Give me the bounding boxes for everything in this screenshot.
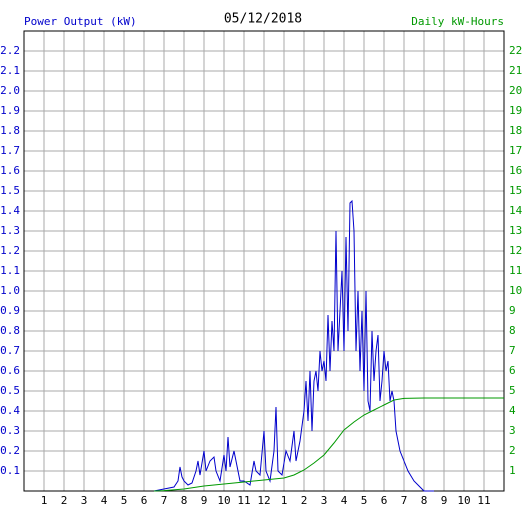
y2-tick-label: 9	[509, 304, 516, 317]
y-tick-label: 0.3	[0, 424, 20, 437]
x-tick-label: 9	[201, 494, 208, 507]
y-tick-label: 1.2	[0, 244, 20, 257]
y2-tick-label: 21	[509, 64, 522, 77]
y-tick-label: 0.6	[0, 364, 20, 377]
y-tick-label: 0.9	[0, 304, 20, 317]
x-tick-label: 2	[61, 494, 68, 507]
y-tick-label: 0.8	[0, 324, 20, 337]
y-tick-label: 0.1	[0, 464, 20, 477]
y-tick-label: 1.8	[0, 124, 20, 137]
x-tick-label: 5	[121, 494, 128, 507]
y2-tick-label: 4	[509, 404, 516, 417]
y2-tick-label: 19	[509, 104, 522, 117]
y2-tick-label: 11	[509, 264, 522, 277]
x-tick-label: 3	[321, 494, 328, 507]
y2-tick-label: 13	[509, 224, 522, 237]
series-line	[153, 397, 504, 492]
x-tick-label: 7	[161, 494, 168, 507]
y2-tick-label: 20	[509, 84, 522, 97]
y2-tick-label: 17	[509, 144, 522, 157]
y-tick-label: 0.7	[0, 344, 20, 357]
chart-title: 05/12/2018	[224, 12, 302, 27]
y2-tick-label: 16	[509, 164, 522, 177]
x-tick-label: 2	[301, 494, 308, 507]
y2-tick-label: 6	[509, 364, 516, 377]
x-tick-label: 3	[81, 494, 88, 507]
y2-tick-label: 18	[509, 124, 522, 137]
x-tick-label: 4	[341, 494, 348, 507]
x-tick-label: 8	[181, 494, 188, 507]
x-tick-label: 9	[441, 494, 448, 507]
y2-tick-label: 7	[509, 344, 516, 357]
x-tick-label: 10	[217, 494, 230, 507]
y-tick-label: 2.2	[0, 44, 20, 57]
y-tick-label: 0.5	[0, 384, 20, 397]
y-tick-label: 1.7	[0, 144, 20, 157]
y2-tick-label: 3	[509, 424, 516, 437]
y-tick-label: 2.1	[0, 64, 20, 77]
series-line	[153, 199, 434, 492]
y-tick-label: 2.0	[0, 84, 20, 97]
y-tick-label: 1.9	[0, 104, 20, 117]
y2-tick-label: 10	[509, 284, 522, 297]
x-tick-label: 6	[381, 494, 388, 507]
x-tick-label: 6	[141, 494, 148, 507]
x-tick-label: 10	[457, 494, 470, 507]
y-tick-label: 1.5	[0, 184, 20, 197]
y-tick-label: 1.0	[0, 284, 20, 297]
x-tick-label: 7	[401, 494, 408, 507]
y2-tick-label: 2	[509, 444, 516, 457]
y2-tick-label: 8	[509, 324, 516, 337]
y2-tick-label: 1	[509, 464, 516, 477]
y-tick-label: 1.3	[0, 224, 20, 237]
x-tick-label: 12	[257, 494, 270, 507]
y-tick-label: 1.4	[0, 204, 20, 217]
y2-tick-label: 15	[509, 184, 522, 197]
x-tick-label: 11	[477, 494, 490, 507]
y-axis-label: Power Output (kW)	[24, 15, 137, 28]
y2-tick-label: 22	[509, 44, 522, 57]
y2-tick-label: 14	[509, 204, 523, 217]
y-tick-label: 1.6	[0, 164, 20, 177]
y2-tick-label: 5	[509, 384, 516, 397]
plot-border	[23, 30, 505, 492]
y2-axis-label: Daily kW-Hours	[411, 15, 504, 28]
x-tick-label: 1	[41, 494, 48, 507]
x-tick-label: 5	[361, 494, 368, 507]
y-tick-label: 1.1	[0, 264, 20, 277]
x-tick-label: 1	[281, 494, 288, 507]
x-tick-label: 4	[101, 494, 108, 507]
x-tick-label: 8	[421, 494, 428, 507]
y-tick-label: 0.4	[0, 404, 20, 417]
y2-tick-label: 12	[509, 244, 522, 257]
x-tick-label: 11	[237, 494, 250, 507]
y-tick-label: 0.2	[0, 444, 20, 457]
